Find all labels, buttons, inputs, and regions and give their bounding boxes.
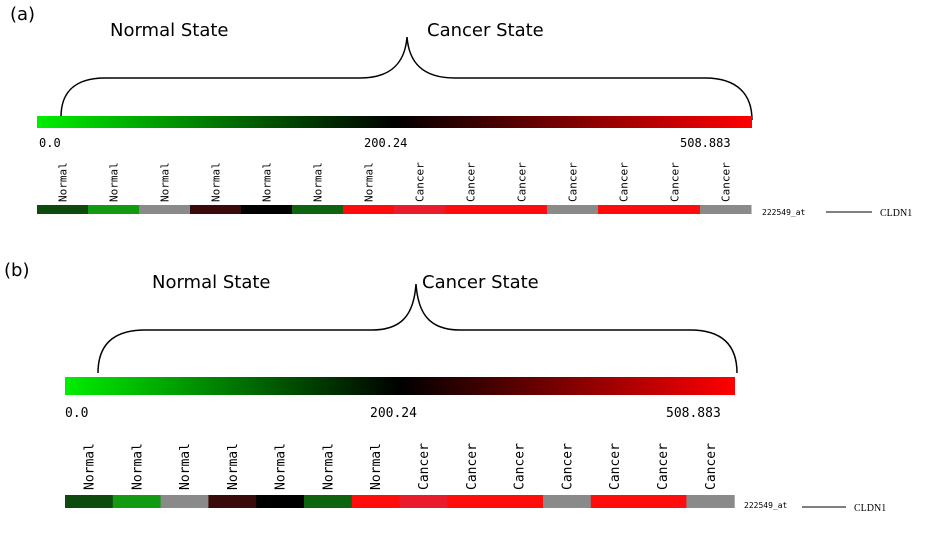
sample-label: Normal: [209, 162, 222, 202]
sample-cell: [495, 495, 544, 508]
sample-label: Normal: [83, 443, 98, 490]
sample-cell: [208, 495, 257, 508]
color-scale-bar: [65, 377, 735, 395]
sample-cell: [37, 205, 89, 214]
scale-mid-label: 200.24: [370, 406, 417, 421]
sample-cell: [686, 495, 735, 508]
panel-b: (b) Normal State Cancer State 0.0 200.24…: [4, 260, 886, 514]
sample-label: Cancer: [413, 162, 426, 202]
sample-color-row: [65, 495, 735, 508]
sample-labels: Normal Normal Normal Normal Normal Normal Norm…: [83, 443, 719, 490]
sample-label: Normal: [130, 443, 145, 490]
sample-cell: [139, 205, 191, 214]
sample-label: Normal: [158, 162, 171, 202]
sample-label: Normal: [226, 443, 241, 490]
sample-cell: [547, 205, 599, 214]
sample-label: Cancer: [668, 162, 681, 202]
sample-label: Normal: [362, 162, 375, 202]
sample-cell: [399, 495, 448, 508]
sample-label: Normal: [178, 443, 193, 490]
sample-label: Normal: [311, 162, 324, 202]
sample-cell: [343, 205, 395, 214]
cancer-state-label: Cancer State: [422, 272, 539, 293]
sample-label: Normal: [274, 443, 289, 490]
sample-label: Cancer: [617, 162, 630, 202]
sample-cell: [65, 495, 114, 508]
scale-mid-label: 200.24: [364, 136, 407, 150]
probe-id-label: 222549_at: [762, 208, 806, 217]
sample-cell: [112, 495, 162, 508]
scale-min-label: 0.0: [39, 136, 61, 150]
sample-cell: [543, 495, 592, 508]
panel-label: (a): [10, 4, 35, 25]
brace: [97, 283, 738, 374]
sample-cell: [88, 205, 140, 214]
sample-label: Cancer: [608, 443, 623, 490]
panel-label: (b): [4, 260, 29, 281]
sample-cell: [447, 495, 496, 508]
normal-state-label: Normal State: [110, 20, 229, 41]
sample-cell: [304, 495, 353, 508]
sample-label: Cancer: [515, 162, 528, 202]
sample-cell: [241, 205, 293, 214]
sample-cell: [649, 205, 701, 214]
scale-max-label: 508.883: [680, 136, 731, 150]
sample-label: Cancer: [719, 162, 732, 202]
sample-color-row: [37, 205, 752, 214]
gene-label: CLDN1: [854, 503, 886, 514]
sample-cell: [351, 495, 401, 508]
gene-label: CLDN1: [880, 208, 912, 219]
scale-min-label: 0.0: [65, 406, 88, 421]
probe-id-label: 222549_at: [744, 501, 788, 510]
sample-cell: [496, 205, 548, 214]
sample-labels: Normal Normal Normal Normal Normal Normal Norm…: [56, 162, 732, 202]
sample-label: Cancer: [656, 443, 671, 490]
sample-label: Normal: [260, 162, 273, 202]
sample-label: Cancer: [513, 443, 528, 490]
color-scale-bar: [37, 116, 752, 128]
sample-cell: [190, 205, 242, 214]
sample-label: Cancer: [465, 443, 480, 490]
sample-cell: [394, 205, 446, 214]
sample-cell: [160, 495, 209, 508]
sample-cell: [445, 205, 497, 214]
sample-cell: [638, 495, 687, 508]
sample-label: Normal: [321, 443, 336, 490]
brace: [60, 36, 753, 121]
sample-label: Cancer: [704, 443, 719, 490]
sample-label: Normal: [369, 443, 384, 490]
sample-cell: [590, 495, 640, 508]
sample-label: Cancer: [464, 162, 477, 202]
sample-label: Cancer: [560, 443, 575, 490]
scale-max-label: 508.883: [666, 406, 721, 421]
normal-state-label: Normal State: [152, 272, 271, 293]
sample-cell: [700, 205, 752, 214]
cancer-state-label: Cancer State: [427, 20, 544, 41]
sample-cell: [598, 205, 650, 214]
sample-label: Cancer: [417, 443, 432, 490]
sample-label: Normal: [107, 162, 120, 202]
sample-label: Cancer: [566, 162, 579, 202]
panel-a: (a) Normal State Cancer State 0.0 200.24…: [10, 4, 912, 219]
sample-label: Normal: [56, 162, 69, 202]
sample-cell: [256, 495, 305, 508]
sample-cell: [292, 205, 344, 214]
